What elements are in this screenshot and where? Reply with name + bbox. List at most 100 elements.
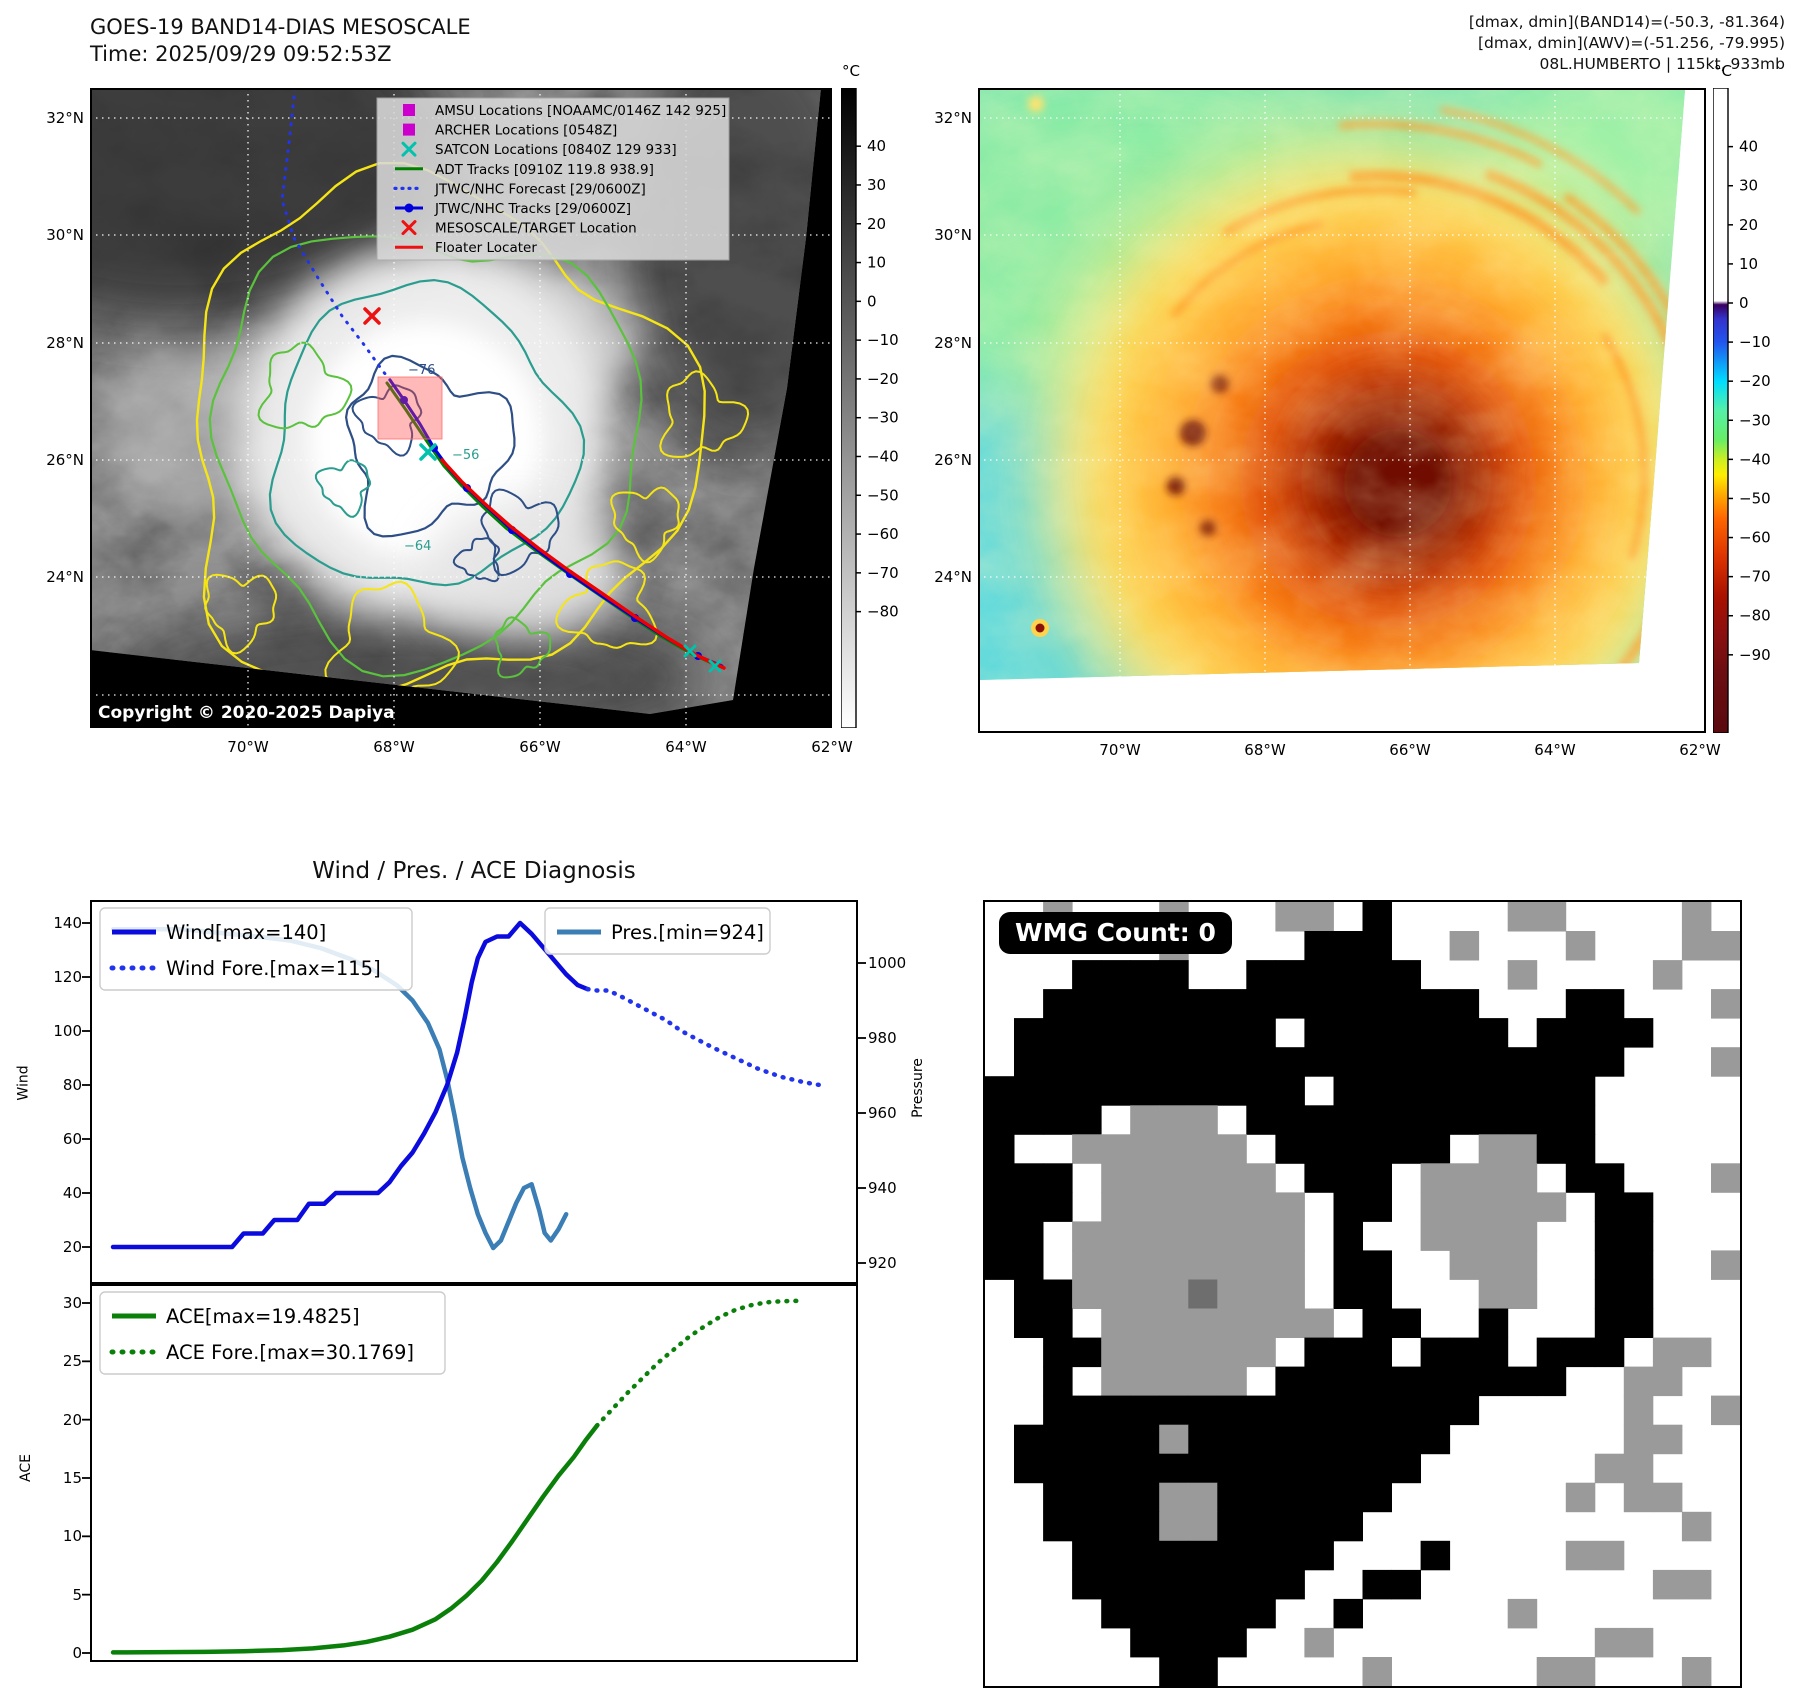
wmg-cell [1478, 1018, 1509, 1048]
wmg-cell [1275, 1482, 1305, 1513]
wmg-cell [1362, 1482, 1392, 1513]
wmg-cell [1362, 1076, 1392, 1106]
lon-tick: 70°W [227, 738, 269, 756]
wmg-cell [1391, 960, 1421, 990]
colorbar-tick: −70 [867, 564, 899, 582]
wmg-cell [1333, 1250, 1363, 1280]
wmg-cell [1217, 1279, 1247, 1309]
pres-ytick: 960 [868, 1104, 897, 1122]
wmg-cell [1130, 1453, 1160, 1484]
wmg-cell [1246, 989, 1276, 1019]
wmg-cell [1391, 1105, 1421, 1135]
wmg-cell [1130, 1366, 1160, 1397]
wmg-cell [1101, 1366, 1131, 1397]
wmg-cell [1188, 1134, 1218, 1164]
lat-tick: 24°N [934, 568, 972, 586]
colorbar-tick: 40 [867, 137, 886, 155]
wmg-cell [1449, 1076, 1480, 1106]
wmg-cell [1623, 1308, 1654, 1338]
colorbar-tick: −80 [1739, 607, 1771, 625]
wmg-cell [1275, 1540, 1305, 1571]
band14-map: −76 −64 −56 AMSU Locations [NOAAMC/0146Z 14… [90, 88, 832, 728]
wmg-cell [1304, 1453, 1334, 1484]
wmg-cell [1159, 1192, 1189, 1222]
wmg-cell [1362, 1395, 1392, 1426]
wmg-cell [1449, 1192, 1480, 1222]
wmg-cell [1362, 1018, 1392, 1048]
wmg-cell [1362, 960, 1392, 990]
wmg-cell [1217, 1221, 1247, 1251]
legend-label: JTWC/NHC Forecast [29/0600Z] [434, 181, 646, 197]
awv-colorbar: 40 30 20 10 0 −10 −20 −30 −40 −50 −60 −70 −80 −90 [1713, 88, 1771, 733]
wmg-cell [1101, 1134, 1131, 1164]
wmg-cell [1130, 1192, 1160, 1222]
jtwc-forecast-track [280, 88, 392, 382]
wmg-cell [1681, 1569, 1712, 1600]
wmg-cell [1159, 1279, 1189, 1309]
wmg-cell [1391, 1395, 1421, 1426]
wmg-cell [1565, 1076, 1596, 1106]
wmg-cell [1188, 989, 1218, 1019]
lon-tick: 68°W [1244, 741, 1286, 759]
colorbar-tick: −30 [1739, 411, 1771, 429]
wmg-cell [1072, 1453, 1102, 1484]
wmg-cell [1159, 1047, 1189, 1077]
wmg-cell [1478, 1134, 1509, 1164]
wmg-cell [1594, 1540, 1625, 1571]
wmg-cell [1217, 1540, 1247, 1571]
colorbar-tick: −80 [867, 603, 899, 621]
wmg-cell [1159, 1540, 1189, 1571]
wmg-cell [985, 1250, 1015, 1280]
chart-legend-label: ACE Fore.[max=30.1769] [166, 1341, 414, 1364]
chart-legend: Wind[max=140] Wind Fore.[max=115] [99, 907, 413, 991]
lat-tick: 32°N [934, 109, 972, 127]
ace-ytick: 25 [62, 1352, 82, 1371]
wmg-cell [1275, 1134, 1305, 1164]
wmg-cell [1217, 1192, 1247, 1222]
chart-legend-label: Wind Fore.[max=115] [166, 957, 381, 980]
colorbar-tick: −20 [1739, 372, 1771, 390]
lon-tick: 70°W [1099, 741, 1141, 759]
wmg-cell [1275, 1308, 1305, 1338]
wmg-cell [1188, 1279, 1218, 1309]
wmg-cell [1304, 1105, 1334, 1135]
wmg-cell [1362, 1134, 1392, 1164]
wmg-cell [1246, 1076, 1276, 1106]
legend-label: Floater Locater [435, 240, 537, 256]
wmg-cell [1565, 1163, 1596, 1193]
wmg-cell [1246, 1598, 1276, 1629]
wmg-cell [1362, 1453, 1392, 1484]
wmg-cell [1623, 1221, 1654, 1251]
wmg-cell [1304, 1134, 1334, 1164]
wmg-cell [1101, 1163, 1131, 1193]
wmg-cell [1681, 931, 1712, 961]
wmg-cell [1217, 1627, 1247, 1658]
chart-legend: ACE[max=19.4825] ACE Fore.[max=30.1769] [99, 1291, 446, 1375]
wmg-cell [1711, 1047, 1740, 1077]
wmg-cell [1623, 1018, 1654, 1048]
lat-tick: 28°N [934, 334, 972, 352]
wmg-cell [1188, 1047, 1218, 1077]
wmg-cell [1101, 1337, 1131, 1368]
wmg-cell [1217, 1163, 1247, 1193]
wmg-cell [1130, 1540, 1160, 1571]
wmg-cell [1594, 1047, 1625, 1077]
wmg-cell [1159, 1366, 1189, 1397]
wmg-cell [1043, 1453, 1073, 1484]
wmg-cell [1217, 1482, 1247, 1513]
wmg-cell [1159, 1076, 1189, 1106]
wmg-cell [1711, 1163, 1740, 1193]
wmg-cell [1101, 1424, 1131, 1455]
wmg-cell [1130, 1627, 1160, 1658]
wmg-cell [1420, 1076, 1451, 1106]
wmg-cell [1130, 1163, 1160, 1193]
legend-x [401, 220, 417, 236]
lon-tick: 62°W [811, 738, 853, 756]
wmg-cell [1159, 1453, 1189, 1484]
wmg-cell [1391, 1018, 1421, 1048]
contour-label: −56 [452, 448, 479, 463]
wmg-cell [1101, 989, 1131, 1019]
wmg-cell [1072, 1221, 1102, 1251]
wmg-cell [1536, 1337, 1567, 1368]
wmg-cell [1072, 1134, 1102, 1164]
